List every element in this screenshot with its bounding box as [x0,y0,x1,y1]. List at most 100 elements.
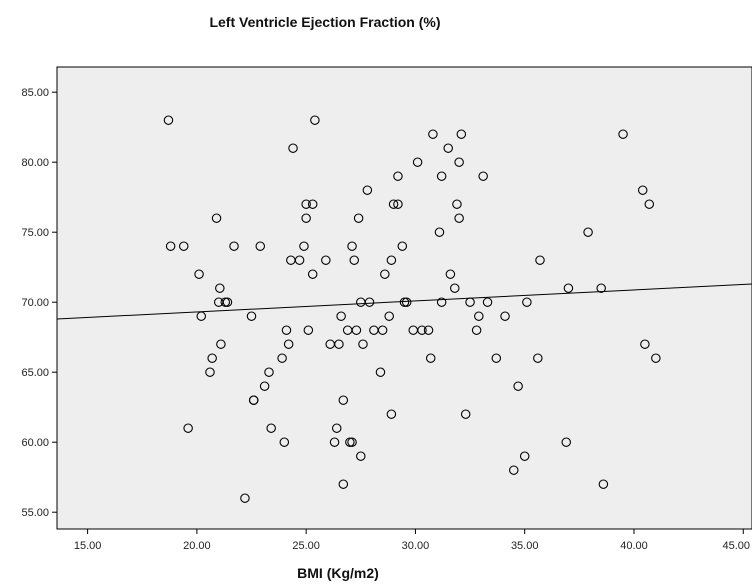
y-tick-label: 60.00 [21,437,49,449]
data-point [456,129,467,139]
data-point [288,143,298,153]
data-point [331,423,342,433]
data-point [474,311,484,321]
data-point [380,269,390,279]
data-point [377,325,388,335]
data-point [194,269,204,279]
data-point [163,115,174,125]
data-point [216,339,226,349]
x-tick-label: 25.00 [292,540,320,552]
y-tick-label: 70.00 [21,297,49,309]
data-point [471,325,482,335]
y-tick-label: 55.00 [21,507,49,519]
x-axis: 15.00 20.00 25.00 30.00 35.00 40.00 45.00 [74,529,750,552]
data-point [222,297,233,307]
data-point [362,185,373,195]
data-point [500,311,510,321]
data-point [349,255,359,265]
data-point [513,381,523,391]
data-point [205,367,215,377]
data-point [179,241,189,251]
data-point [255,241,266,251]
data-point [310,115,320,125]
data-point [246,311,257,321]
data-point [384,311,394,321]
data-point [356,451,366,461]
data-point [454,213,464,223]
data-point [279,437,290,447]
x-tick-label: 40.00 [620,540,648,552]
data-point [215,283,225,293]
data-point [465,297,475,307]
data-point [299,241,309,251]
data-point [307,269,318,279]
data-point [259,381,270,391]
data-point [436,297,447,307]
data-point [338,479,349,489]
data-point [329,437,340,447]
data-point [519,451,530,461]
data-point [417,325,427,335]
data-point [364,297,375,307]
data-point [281,325,292,335]
y-axis: 55.00 60.00 65.00 70.00 75.00 80.00 85.00 [21,87,57,519]
data-point [618,129,628,139]
data-point [338,395,349,405]
data-point [401,297,412,307]
data-point [248,395,259,405]
data-point [644,199,655,209]
data-point [277,353,287,363]
data-point [347,437,357,447]
data-point [509,465,519,475]
data-point [301,199,311,209]
data-point [294,255,305,265]
data-point [491,353,502,363]
data-point [336,311,346,321]
data-point [347,241,357,251]
data-point [321,255,331,265]
data-point [412,157,423,167]
data-point [386,409,397,419]
data-point [482,297,493,307]
data-point [452,199,462,209]
data-point [353,213,364,223]
data-point [423,325,434,335]
data-point [266,423,276,433]
data-point [651,353,661,363]
data-point [303,325,314,335]
y-tick-label: 80.00 [21,157,49,169]
data-point [478,171,488,181]
fit-line-group [56,283,752,320]
x-tick-label: 30.00 [402,540,430,552]
data-point [522,297,532,307]
data-point [334,339,344,349]
data-point [533,353,543,363]
x-tick-label: 35.00 [511,540,539,552]
data-point [183,423,193,433]
data-point [598,479,609,489]
data-point [637,185,648,195]
x-axis-label: BMI (Kg/m2) [297,565,379,581]
data-point [229,241,239,251]
data-point [563,283,574,293]
data-point [375,367,386,377]
data-point [165,241,176,251]
data-point [283,339,294,349]
data-point [207,353,217,363]
y-tick-label: 75.00 [21,227,49,239]
data-point [393,199,403,209]
data-point [428,129,438,139]
data-point [425,353,436,363]
y-tick-label: 85.00 [21,87,49,99]
x-tick-label: 15.00 [74,540,102,552]
y-tick-label: 65.00 [21,367,49,379]
data-point [397,241,408,251]
data-point [450,283,460,293]
data-point [460,409,471,419]
data-point [307,199,318,209]
data-point [351,325,362,335]
data-points [163,115,661,503]
x-tick-label: 20.00 [183,540,211,552]
data-point [640,339,650,349]
